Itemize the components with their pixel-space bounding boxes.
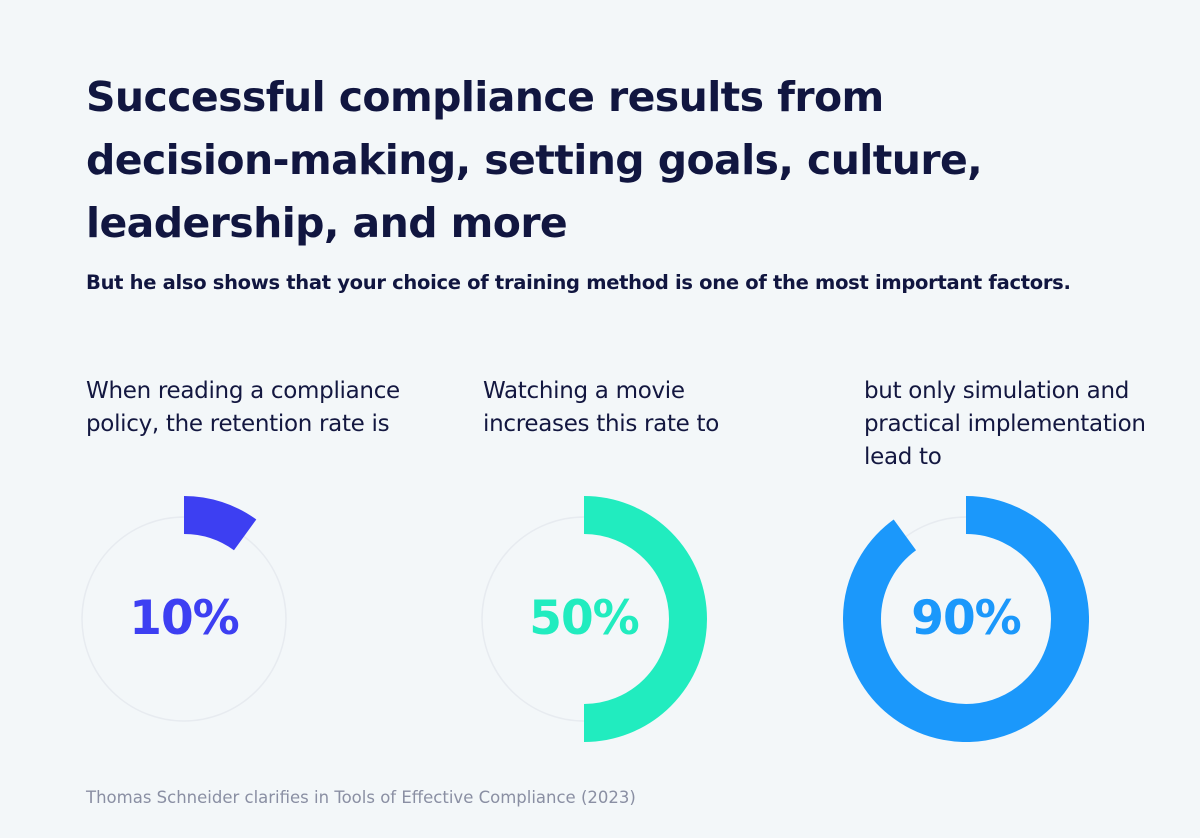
page-subtitle: But he also shows that your choice of tr… <box>86 271 1071 294</box>
gauge-arc <box>583 496 707 742</box>
stat-caption-simulation: but only simulation and practical implem… <box>864 378 1146 470</box>
stat-caption-reading: When reading a compliance policy, the re… <box>86 378 400 437</box>
gauge-arc <box>843 496 1089 742</box>
gauge-value-label: 90% <box>911 591 1022 646</box>
source-citation: Thomas Schneider clarifies in Tools of E… <box>86 788 636 807</box>
gauge-simulation: 90% <box>843 496 1089 742</box>
gauge-value-label: 10% <box>129 591 240 646</box>
gauge-arc <box>183 496 257 551</box>
page-title: Successful compliance results from decis… <box>86 73 983 247</box>
gauge-movie-chart <box>481 496 707 742</box>
gauge-reading-chart <box>81 496 287 722</box>
gauge-simulation-chart <box>843 496 1089 742</box>
gauge-track <box>81 516 287 722</box>
gauge-reading: 10% <box>61 496 307 742</box>
gauge-value-label: 50% <box>529 591 640 646</box>
gauge-movie: 50% <box>461 496 707 742</box>
stat-caption-movie: Watching a movie increases this rate to <box>483 378 720 437</box>
